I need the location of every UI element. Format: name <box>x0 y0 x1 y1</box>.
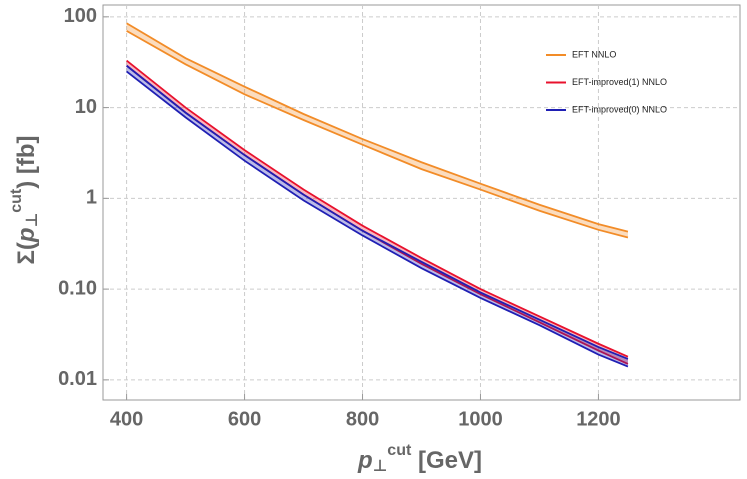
y-tick-label: 0.01 <box>58 368 97 390</box>
y-tick-label: 100 <box>64 5 97 27</box>
y-label-part: ) [fb] <box>13 136 40 189</box>
x-tick-label: 400 <box>110 408 143 430</box>
plot-frame <box>102 4 741 401</box>
x-label-part: [GeV] <box>411 447 482 474</box>
x-label-part: ⊥ <box>373 458 388 475</box>
legend-label: EFT-improved(1) NNLO <box>572 77 667 87</box>
y-tick-label: 10 <box>75 96 97 118</box>
x-tick-label: 800 <box>346 408 379 430</box>
band-edge <box>126 59 629 358</box>
band-edge <box>126 64 629 360</box>
x-tick-label: 1000 <box>458 408 503 430</box>
x-tick-label: 600 <box>228 408 261 430</box>
x-label-part: cut <box>387 442 412 459</box>
y-label-part: ⊥ <box>24 213 41 228</box>
band-edge <box>126 70 629 368</box>
band-edge <box>126 30 629 239</box>
legend-label: EFT-improved(0) NNLO <box>572 104 667 114</box>
y-label-part: cut <box>8 188 25 213</box>
y-label-part: p <box>13 227 40 243</box>
band-edge <box>126 22 629 233</box>
legend-label: EFT NNLO <box>572 49 616 59</box>
y-tick-label: 0.10 <box>58 277 97 299</box>
x-axis-label: p⊥cut [GeV] <box>357 442 482 475</box>
x-label-part: p <box>357 447 373 474</box>
x-tick-label: 1200 <box>576 408 621 430</box>
y-tick-label: 1 <box>86 187 97 209</box>
y-label-part: Σ( <box>13 242 40 264</box>
y-axis-label: Σ(p⊥cut) [fb] <box>8 136 41 265</box>
